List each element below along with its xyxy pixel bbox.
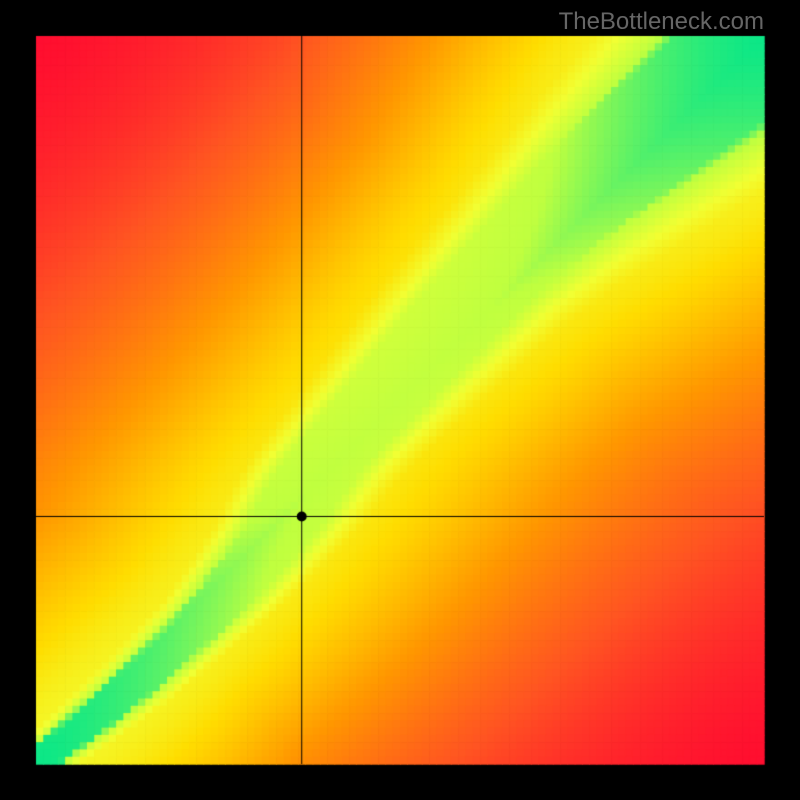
bottleneck-heatmap <box>0 0 800 800</box>
chart-container: TheBottleneck.com <box>0 0 800 800</box>
watermark-text: TheBottleneck.com <box>559 8 764 36</box>
